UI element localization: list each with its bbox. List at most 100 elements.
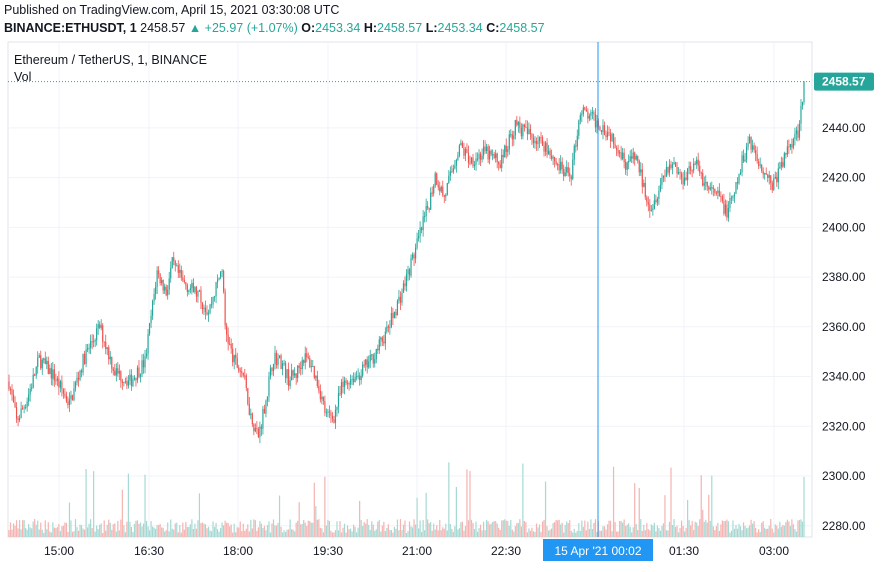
- volume-bar: [421, 531, 423, 537]
- candle-body: [417, 236, 420, 239]
- candle-body: [283, 363, 285, 365]
- candle-body: [363, 364, 365, 366]
- candle-body: [88, 347, 90, 349]
- volume-bar: [322, 532, 324, 537]
- candle-body: [594, 114, 597, 128]
- candle-body: [720, 195, 722, 197]
- volume-bar: [729, 532, 731, 537]
- volume-bar: [711, 475, 713, 537]
- candle-body: [739, 172, 742, 175]
- candle-body: [658, 190, 660, 199]
- candle-body: [803, 81, 805, 102]
- candle-body: [623, 152, 625, 163]
- volume-bar: [123, 525, 125, 537]
- candle-body: [260, 426, 263, 429]
- candle-body: [467, 152, 470, 163]
- volume-bar: [668, 521, 671, 537]
- volume-bar: [159, 524, 161, 537]
- volume-bar: [268, 521, 270, 537]
- volume-bar: [374, 530, 376, 537]
- volume-bar: [124, 532, 126, 537]
- candle-body: [505, 145, 507, 152]
- candle-body: [609, 133, 612, 141]
- candle-body: [593, 112, 595, 115]
- volume-bar: [416, 497, 418, 537]
- candle-body: [102, 325, 104, 342]
- cursor-time-badge: [543, 539, 653, 561]
- volume-bar: [779, 521, 781, 537]
- candle-body: [11, 389, 13, 395]
- candle-body: [328, 411, 331, 413]
- candle-body: [528, 129, 530, 135]
- candle-body: [67, 401, 69, 406]
- candle-body: [540, 137, 542, 139]
- candle-body: [573, 145, 575, 160]
- volume-bar: [658, 528, 660, 537]
- candle-body: [359, 375, 361, 381]
- time-axis[interactable]: 15:00 16:30 18:00 19:30 21:00 22:30 15 Apr '21…: [44, 539, 789, 561]
- candle-body: [750, 136, 752, 150]
- candle-body: [755, 150, 757, 154]
- candle-body: [674, 162, 677, 167]
- candle-body: [730, 198, 733, 200]
- candle-body: [637, 156, 639, 161]
- volume-bar: [738, 523, 740, 537]
- candle-body: [673, 162, 675, 165]
- candle-body: [759, 164, 761, 166]
- volume-bar: [516, 523, 518, 537]
- volume-bar: [800, 519, 802, 537]
- volume-bar: [381, 525, 383, 537]
- candle-body: [170, 267, 172, 279]
- volume-bar: [312, 522, 314, 537]
- candle-body: [210, 304, 213, 306]
- candle-body: [32, 374, 34, 388]
- candle-body: [312, 366, 314, 368]
- volume-bar: [297, 520, 299, 537]
- volume-bar: [67, 531, 69, 537]
- candle-body: [434, 173, 436, 186]
- volume-bar: [74, 519, 77, 537]
- volume-bar: [126, 521, 128, 537]
- volume-bar: [493, 521, 495, 537]
- volume-bar: [286, 529, 288, 537]
- volume-bar: [561, 522, 563, 537]
- volume-bar: [481, 530, 483, 537]
- candle-body: [112, 368, 114, 371]
- candle-body: [221, 270, 223, 272]
- candle-body: [346, 383, 349, 385]
- candle-body: [227, 334, 229, 344]
- candle-body: [428, 208, 430, 210]
- volume-bar: [575, 532, 577, 537]
- candle-body: [404, 283, 406, 287]
- volume-bar: [15, 520, 18, 537]
- volume-bar: [472, 522, 474, 537]
- candle-body: [161, 279, 163, 284]
- volume-bar: [398, 530, 400, 537]
- candle-body: [629, 156, 631, 161]
- candle-body: [501, 154, 503, 168]
- volume-bar: [600, 530, 603, 537]
- candle-body: [508, 134, 510, 150]
- price-axis[interactable]: 2280.00 2300.00 2320.00 2340.00 2360.00 2380.…: [814, 72, 874, 533]
- volume-bar: [295, 522, 297, 537]
- volume-bar: [118, 530, 120, 537]
- volume-bar: [189, 524, 191, 537]
- volume-bar: [475, 521, 477, 537]
- volume-bar: [720, 524, 722, 537]
- candle-body: [179, 269, 181, 273]
- candle-body: [761, 164, 763, 171]
- volume-bar: [478, 528, 480, 537]
- candle-body: [50, 368, 52, 379]
- volume-bar: [433, 523, 435, 537]
- volume-bar: [457, 529, 459, 537]
- candle-body: [800, 106, 802, 124]
- candle-body: [532, 137, 535, 144]
- candle-body: [653, 200, 655, 209]
- volume-bar: [83, 529, 86, 537]
- candle-body: [449, 171, 451, 176]
- candle-body: [141, 360, 143, 375]
- last-price-badge: [814, 72, 874, 91]
- candle-body: [396, 300, 399, 316]
- candle-body: [86, 348, 89, 350]
